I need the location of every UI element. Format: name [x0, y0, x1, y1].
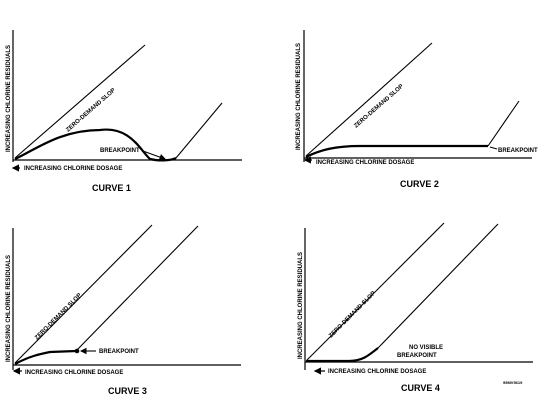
zero-demand-slope-label: ZERO-DEMAND SLOP: [65, 88, 116, 134]
panel-curve-1: INCREASING CHLORINE RESIDUALS INCREASING…: [6, 30, 242, 193]
breakpoint-label: BREAKPOINT: [100, 148, 140, 154]
panel-title: CURVE 4: [401, 383, 440, 393]
y-axis-label: INCREASING CHLORINE RESIDUALS: [6, 45, 12, 152]
residual-curve-tail: [75, 225, 199, 352]
y-axis-label: INCREASING CHLORINE RESIDUALS: [296, 43, 302, 150]
zero-demand-slope-line: [14, 44, 146, 159]
residual-curve: [305, 144, 488, 158]
x-axis-label: INCREASING CHLORINE DOSAGE: [316, 160, 414, 166]
breakpoint-marker: [74, 348, 80, 354]
zero-demand-slope-line: [305, 42, 433, 157]
zero-demand-slope-label: ZERO-DEMAND SLOP: [328, 291, 377, 340]
residual-curve-tail: [175, 102, 223, 159]
x-axis-label: INCREASING CHLORINE DOSAGE: [25, 370, 123, 376]
breakpoint-pointer: [489, 146, 498, 150]
breakpoint-label: BREAKPOINT: [99, 349, 139, 355]
breakpoint-label: BREAKPOINT: [498, 148, 538, 154]
panel-title: CURVE 2: [400, 179, 439, 189]
figure-code: 95MV5619: [503, 380, 523, 385]
zero-demand-slope-label: ZERO-DEMAND SLOP: [34, 293, 83, 342]
residual-curve: [14, 349, 77, 365]
panel-curve-4: INCREASING CHLORINE RESIDUALS INCREASING…: [298, 222, 533, 393]
residual-curve: [306, 347, 379, 363]
panel-curve-2: INCREASING CHLORINE RESIDUALS INCREASING…: [296, 30, 538, 189]
residual-curve: [14, 128, 177, 162]
panel-title: CURVE 1: [92, 183, 131, 193]
breakpoint-pointer: [142, 150, 167, 161]
x-axis-label: INCREASING CHLORINE DOSAGE: [328, 369, 426, 375]
panel-curve-3: INCREASING CHLORINE RESIDUALS INCREASING…: [6, 224, 241, 396]
zero-demand-slope-line: [306, 222, 445, 361]
x-axis-label: INCREASING CHLORINE DOSAGE: [24, 166, 122, 172]
residual-curve-tail: [377, 223, 499, 349]
zero-demand-slope-line: [14, 224, 153, 364]
no-visible-label: NO VISIBLE: [409, 345, 443, 351]
y-axis-label: INCREASING CHLORINE RESIDUALS: [6, 255, 12, 362]
y-axis-label: INCREASING CHLORINE RESIDUALS: [298, 252, 304, 359]
breakpoint-label: BREAKPOINT: [397, 353, 437, 359]
panel-title: CURVE 3: [108, 386, 147, 396]
residual-curve-tail: [487, 100, 520, 147]
